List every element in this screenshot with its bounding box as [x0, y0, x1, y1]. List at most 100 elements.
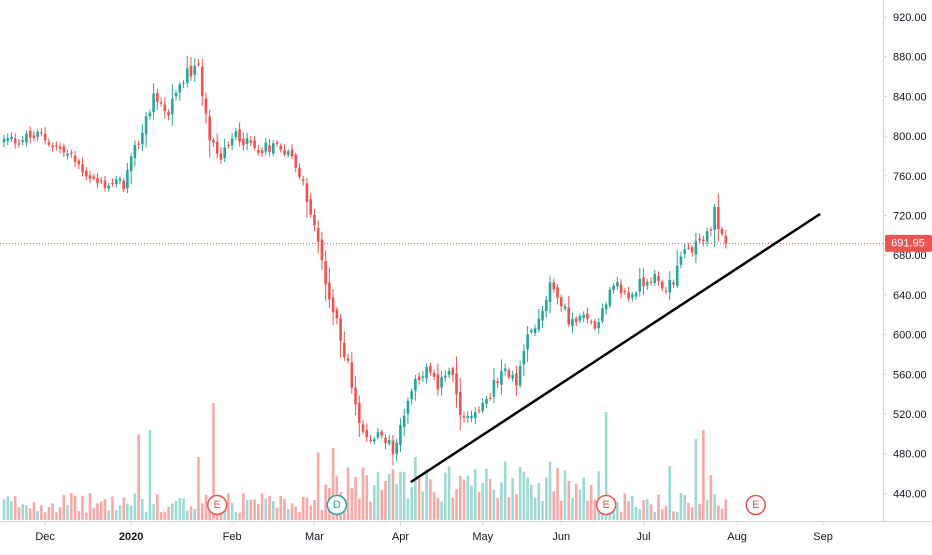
trendline[interactable] — [410, 213, 821, 483]
volume-bar — [88, 493, 92, 520]
price-tick-label: 520.00 — [893, 409, 927, 421]
volume-bar — [660, 509, 664, 520]
volume-bar — [118, 505, 122, 520]
candle-body — [215, 141, 219, 154]
candle-body — [335, 309, 339, 319]
volume-bar — [717, 505, 720, 520]
candle-body — [253, 140, 256, 149]
candle-body — [608, 289, 612, 306]
candle-body — [657, 276, 660, 282]
candle-body — [156, 93, 159, 102]
candle-body — [645, 282, 649, 286]
candle-body — [118, 178, 122, 181]
volume-bar — [77, 511, 81, 520]
volume-bar — [36, 510, 39, 520]
price-tick-label: 880.00 — [893, 52, 927, 64]
time-axis[interactable]: Dec 2020 Feb Mar Apr May Jun Jul Aug Sep — [35, 521, 833, 543]
volume-bar — [559, 500, 563, 520]
volume-bar — [421, 491, 425, 520]
candle-body — [380, 431, 384, 436]
volume-bar — [402, 471, 406, 520]
volume-bar — [21, 504, 24, 520]
volume-bar — [230, 502, 234, 520]
volume-bar — [152, 504, 155, 520]
volume-bar — [503, 461, 507, 520]
candle-body — [683, 249, 686, 254]
candle-body — [6, 138, 10, 141]
volume-bar — [436, 497, 440, 520]
dividend-event-marker[interactable]: D — [326, 494, 348, 516]
volume-bar — [526, 477, 529, 520]
volume-bar — [593, 499, 597, 520]
time-tick-label: Jun — [552, 531, 570, 543]
event-marker-label: E — [752, 499, 759, 511]
volume-bar — [200, 503, 204, 520]
candle-body — [316, 228, 320, 242]
candle-body — [634, 293, 638, 297]
candle-body — [451, 368, 455, 376]
candle-body — [473, 412, 477, 418]
candle-body — [212, 140, 215, 143]
volume-bar — [294, 506, 298, 520]
volume-bar — [286, 508, 290, 520]
volume-bar — [268, 495, 271, 520]
candle-body — [372, 439, 376, 442]
candle-body — [679, 256, 683, 265]
volume-bar — [171, 503, 174, 520]
candle-body — [444, 375, 447, 378]
candle-body — [578, 315, 582, 321]
volume-bar — [470, 485, 473, 520]
volume-bar — [384, 480, 387, 520]
volume-bar — [197, 457, 200, 520]
candle-body — [541, 310, 544, 321]
earnings-event-marker[interactable]: E — [745, 494, 766, 516]
last-price-badge — [885, 234, 932, 252]
volume-bar — [234, 511, 238, 520]
volume-bar — [51, 503, 54, 520]
candle-body — [313, 214, 316, 226]
candle-body — [13, 138, 17, 144]
candle-body — [429, 365, 432, 373]
candle-body — [376, 432, 380, 438]
volume-bar — [32, 502, 36, 520]
price-tick-label: 440.00 — [893, 488, 927, 500]
volume-bar — [257, 503, 260, 520]
volume-bar — [429, 479, 432, 520]
volume-bar — [690, 507, 694, 520]
volume-bar — [492, 489, 496, 520]
event-marker-circle — [206, 494, 228, 516]
price-axis[interactable]: 920.00 880.00 840.00 800.00 760.00 720.00 680.… — [883, 12, 927, 500]
volume-bar — [92, 507, 96, 520]
candle-body — [414, 378, 417, 391]
event-marker-label: E — [214, 499, 221, 511]
volume-bar — [391, 469, 395, 520]
candle-body — [137, 143, 140, 145]
candle-body — [552, 282, 556, 290]
candle-body — [343, 342, 346, 358]
volume-bar — [511, 478, 514, 520]
volume-bar — [275, 507, 279, 520]
time-tick-label: May — [472, 531, 493, 543]
candle-body — [96, 177, 99, 184]
volume-bar — [410, 487, 413, 520]
candle-body — [447, 370, 451, 375]
volume-bar — [55, 512, 58, 520]
candle-body — [163, 104, 167, 112]
earnings-event-marker[interactable]: E — [206, 494, 228, 516]
volume-bar — [425, 469, 428, 520]
candle-body — [174, 93, 178, 97]
volume-bar — [432, 492, 436, 520]
candle-body — [410, 391, 413, 400]
volume-bar — [223, 508, 226, 520]
candle-body — [440, 377, 443, 388]
volume-bar — [376, 471, 380, 520]
earnings-event-marker[interactable]: E — [595, 494, 617, 516]
candle-body — [720, 229, 724, 234]
volume-bar — [537, 483, 541, 520]
candle-body — [545, 300, 548, 312]
volume-bar — [245, 499, 249, 520]
candle-body — [167, 111, 170, 116]
volume-bar — [40, 505, 43, 520]
volume-bar — [10, 501, 13, 520]
